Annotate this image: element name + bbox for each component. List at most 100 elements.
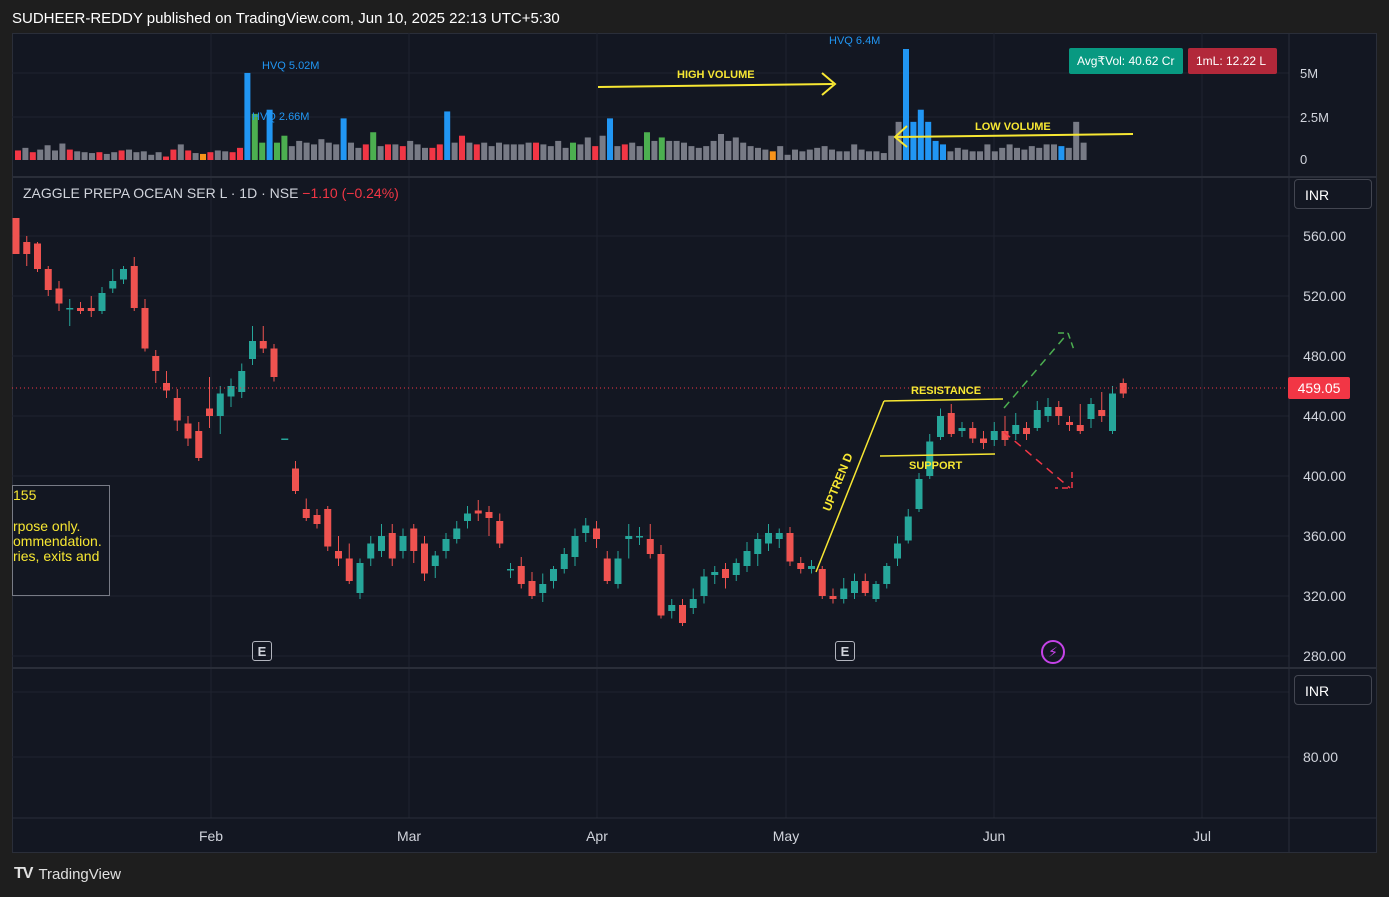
candle-body (464, 513, 471, 521)
candle-body (861, 581, 869, 593)
candle-body (259, 341, 267, 349)
candle-body (636, 536, 643, 538)
candle-body (603, 558, 611, 581)
volume-bar (44, 145, 51, 160)
candle-body (668, 605, 676, 611)
candle-body (711, 572, 719, 575)
volume-bar (681, 142, 687, 160)
volume-bar (348, 142, 354, 160)
volume-bar (525, 142, 532, 160)
volume-bar (266, 109, 273, 160)
volume-bar (1036, 147, 1043, 160)
candle-body (818, 569, 826, 596)
last-price-badge: 459.05 (1288, 377, 1350, 399)
volume-bar (488, 146, 495, 160)
volume-bar (22, 147, 29, 160)
candle-body (765, 533, 772, 544)
volume-bar (1006, 144, 1013, 160)
candle-body (1055, 407, 1063, 416)
volume-bar (829, 149, 835, 160)
note-line: rpose only. (13, 518, 81, 534)
currency-selector-bottom[interactable]: INR (1294, 675, 1372, 705)
volume-bar (977, 151, 983, 160)
candle-body (883, 566, 891, 584)
volume-bar (777, 146, 784, 160)
candle-body (431, 555, 439, 566)
volume-bar (636, 146, 643, 160)
candle-body (829, 596, 837, 599)
volume-bar (607, 118, 613, 160)
candle-body (324, 509, 332, 547)
note-box[interactable]: 155 rpose only. ommendation. ries, exits… (12, 485, 110, 596)
support-line (879, 453, 996, 457)
volume-bar (429, 147, 436, 160)
price-tick-label: 520.00 (1303, 288, 1346, 304)
volume-bar (185, 150, 192, 160)
volume-bar (192, 153, 199, 160)
earnings-marker[interactable]: E (252, 641, 272, 661)
volume-bar (695, 147, 702, 160)
volume-bar (377, 146, 384, 160)
volume-bar (954, 147, 961, 160)
volume-bar (806, 149, 813, 160)
candle-body (12, 218, 20, 254)
candle-body (195, 431, 203, 458)
volume-bar (570, 142, 576, 160)
volume-bar (658, 137, 665, 160)
volume-bar (873, 151, 880, 160)
candle-body (560, 554, 568, 569)
time-tick-label: Mar (397, 828, 421, 844)
price-tick-label: 360.00 (1303, 528, 1346, 544)
note-line: 155 (13, 487, 37, 503)
volume-bar (784, 154, 791, 160)
flash-icon[interactable]: ⚡ (1041, 640, 1065, 664)
low-volume-label: LOW VOLUME (975, 121, 1051, 133)
candle-body (335, 551, 342, 559)
candle-body (517, 566, 525, 584)
candle-body (55, 288, 63, 304)
symbol-name: ZAGGLE PREPA OCEAN SER L · 1D · NSE (23, 185, 299, 201)
volume-bar (207, 152, 214, 160)
volume-bar (222, 151, 229, 160)
volume-bar (148, 154, 155, 160)
earnings-marker[interactable]: E (835, 641, 855, 661)
volume-bar (851, 144, 858, 160)
candle-body (657, 554, 665, 616)
symbol-legend[interactable]: ZAGGLE PREPA OCEAN SER L · 1D · NSE −1.1… (23, 185, 399, 201)
candle-body (66, 308, 74, 310)
tradingview-logo-icon: TV (14, 865, 33, 882)
candle-body (238, 371, 246, 392)
price-tick-label: 440.00 (1303, 408, 1346, 424)
candle-body (485, 512, 493, 518)
time-tick-label: Jul (1193, 828, 1211, 844)
bear-projection-head (1055, 472, 1073, 489)
currency-selector-top[interactable]: INR (1294, 179, 1372, 209)
candle-body (206, 408, 213, 416)
volume-bar (629, 142, 636, 160)
volume-bar (259, 142, 266, 160)
volume-bar (614, 146, 621, 160)
volume-bar (81, 152, 88, 160)
volume-bar (732, 137, 739, 160)
volume-bar (725, 140, 732, 160)
volume-bar (111, 152, 118, 160)
volume-bar (599, 135, 606, 160)
candle-body (227, 386, 235, 397)
volume-bar (466, 142, 473, 160)
candle-body (410, 528, 418, 551)
candle-body (249, 341, 256, 359)
candle-body (281, 438, 289, 440)
candle-body (528, 581, 536, 596)
volume-bar (747, 146, 754, 160)
candle-body (1023, 428, 1030, 434)
high-volume-label: HIGH VOLUME (677, 69, 755, 81)
volume-bar (89, 153, 95, 160)
volume-bar (1058, 146, 1065, 160)
candle-body (130, 266, 138, 308)
candle-body (915, 479, 923, 509)
volume-bar (385, 144, 391, 160)
volume-bar (940, 144, 946, 160)
volume-bar (688, 146, 695, 160)
volume-bar (251, 113, 258, 160)
